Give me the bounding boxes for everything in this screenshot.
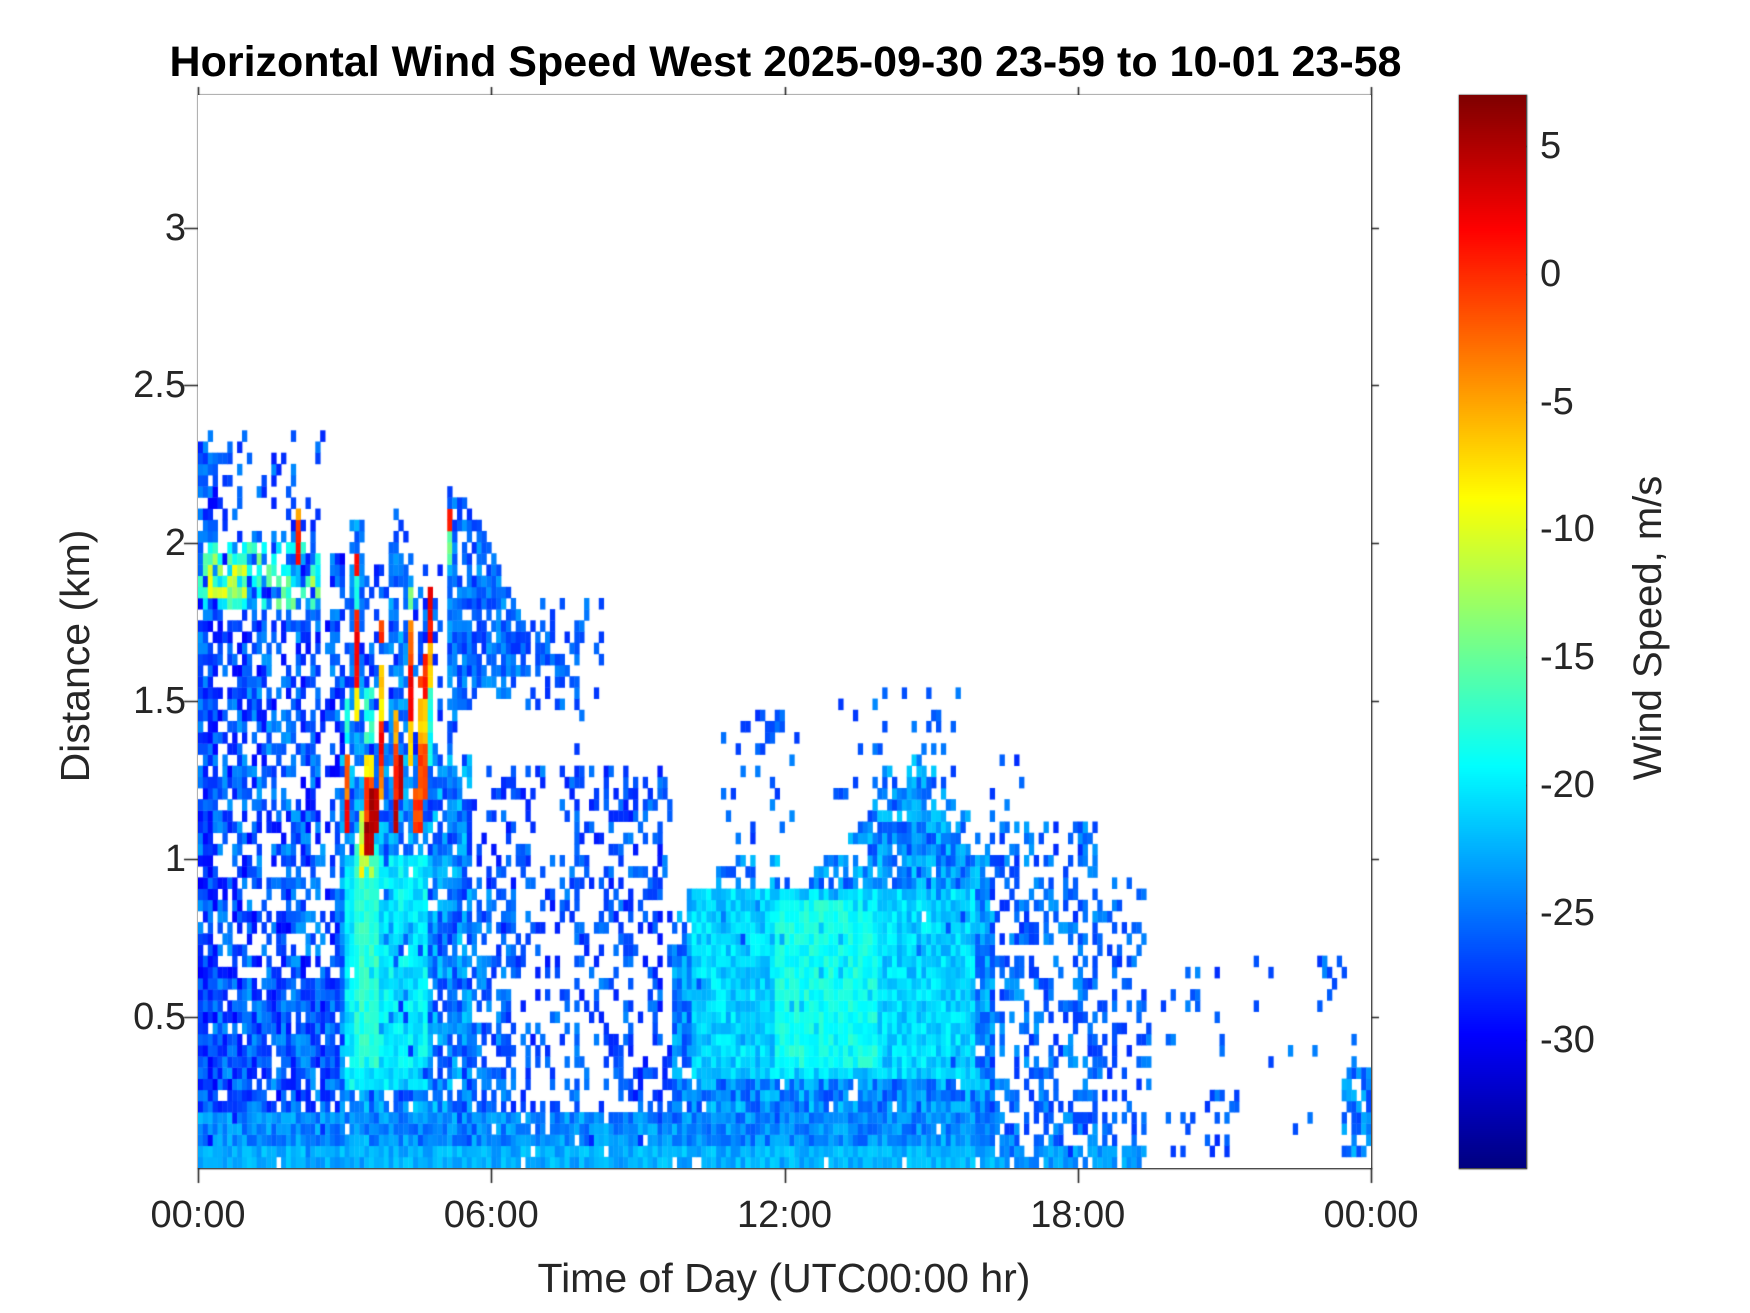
colorbar-tick-label: -20 — [1540, 763, 1595, 806]
y-tick-label: 2 — [164, 522, 186, 565]
colorbar-tick-label: 0 — [1540, 252, 1562, 295]
colorbar-tick-label: -15 — [1540, 636, 1595, 679]
x-tick-label: 00:00 — [150, 1194, 246, 1236]
chart-title: Horizontal Wind Speed West 2025-09-30 23… — [169, 38, 1402, 86]
y-tick-label: 3 — [164, 206, 186, 249]
x-tick-label: 12:00 — [736, 1194, 833, 1236]
y-tick-label: 0.5 — [133, 995, 186, 1038]
y-tick-label: 1.5 — [133, 679, 186, 722]
colorbar-tick-label: -25 — [1540, 891, 1595, 934]
colorbar-tick-label: -10 — [1540, 508, 1595, 551]
colorbar-gradient-canvas — [1459, 95, 1526, 1168]
colorbar-tick-label: -30 — [1540, 1019, 1595, 1062]
colorbar-tick-label: 5 — [1540, 125, 1562, 168]
x-tick-label: 06:00 — [443, 1194, 539, 1236]
x-tick-label: 18:00 — [1030, 1194, 1126, 1236]
x-axis-label: Time of Day (UTC00:00 hr) — [537, 1255, 1031, 1301]
y-tick-label: 2.5 — [133, 364, 186, 407]
x-tick-label: 00:00 — [1323, 1194, 1419, 1236]
colorbar-tick-label: -5 — [1540, 380, 1574, 423]
heatmap-canvas — [198, 95, 1371, 1168]
y-tick-label: 1 — [164, 837, 186, 880]
